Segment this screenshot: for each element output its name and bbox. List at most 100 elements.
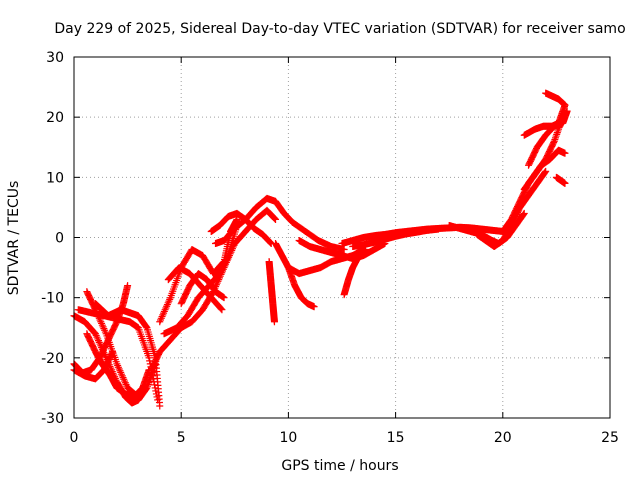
x-tick-label: 5 xyxy=(177,430,186,446)
data-series-t23 xyxy=(473,167,550,251)
data-point xyxy=(117,370,125,378)
data-point xyxy=(554,127,562,135)
data-point xyxy=(96,340,104,348)
data-series-t15 xyxy=(272,240,318,311)
y-axis-label: SDTVAR / TECUs xyxy=(6,181,22,296)
data-point xyxy=(520,210,528,218)
data-point xyxy=(121,377,129,385)
data-point xyxy=(122,380,130,388)
data-point xyxy=(166,295,174,303)
data-series-t25 xyxy=(520,146,569,193)
data-series-t28 xyxy=(542,89,569,109)
x-tick-label: 10 xyxy=(279,430,297,446)
data-point xyxy=(119,374,127,382)
data-point xyxy=(218,306,226,314)
data-point xyxy=(551,136,559,144)
data-point xyxy=(224,253,232,261)
data-point xyxy=(271,215,279,223)
data-point xyxy=(160,307,168,315)
data-series-t12 xyxy=(164,264,226,314)
data-series-t29 xyxy=(552,173,569,187)
y-tick-label: 30 xyxy=(46,50,64,66)
data-point xyxy=(101,328,109,336)
data-point xyxy=(114,363,122,371)
data-point xyxy=(156,318,164,326)
data-point xyxy=(233,215,241,223)
x-tick-label: 15 xyxy=(387,430,405,446)
y-tick-label: -10 xyxy=(41,291,64,307)
data-point xyxy=(272,215,280,223)
data-point xyxy=(95,337,103,345)
data-series-t19 xyxy=(340,246,370,299)
x-axis-label: GPS time / hours xyxy=(281,458,398,474)
data-series-t14 xyxy=(207,209,275,248)
data-point xyxy=(124,282,132,290)
data-point xyxy=(561,101,569,109)
data-point xyxy=(540,169,548,177)
data-series-t21 xyxy=(349,225,442,251)
data-point xyxy=(519,211,527,219)
data-point xyxy=(91,330,99,338)
data-series-t7 xyxy=(91,300,164,410)
data-point xyxy=(541,168,549,176)
x-tick-label: 25 xyxy=(601,430,619,446)
data-point xyxy=(217,305,225,313)
chart-title: Day 229 of 2025, Sidereal Day-to-day VTE… xyxy=(54,21,625,37)
y-tick-label: 20 xyxy=(46,110,64,126)
data-point xyxy=(108,349,116,357)
data-point xyxy=(267,239,275,247)
data-point xyxy=(98,321,106,329)
data-series-t6 xyxy=(83,330,153,401)
data-points xyxy=(70,89,571,410)
data-point xyxy=(542,167,550,175)
data-point xyxy=(100,325,108,333)
data-point xyxy=(157,314,165,322)
data-point xyxy=(163,302,171,310)
data-point xyxy=(561,179,569,187)
y-tick-label: -20 xyxy=(41,351,64,367)
data-point xyxy=(310,303,318,311)
axis-ticks: 0 5 10 15 20 25 -30 -20 -10 0 10 20 30 xyxy=(41,50,619,446)
data-point xyxy=(98,319,106,327)
data-point xyxy=(520,209,528,217)
data-point xyxy=(156,402,164,410)
data-point xyxy=(120,375,128,383)
data-point xyxy=(95,338,103,346)
data-point xyxy=(551,134,559,142)
x-tick-label: 20 xyxy=(494,430,512,446)
data-series-t8 xyxy=(147,206,280,374)
data-point xyxy=(434,225,442,233)
data-point xyxy=(160,309,168,317)
data-point xyxy=(101,326,109,334)
data-point xyxy=(270,318,278,326)
data-point xyxy=(113,360,121,368)
data-point xyxy=(162,304,170,312)
data-point xyxy=(115,365,123,373)
data-point xyxy=(99,323,107,331)
data-point xyxy=(553,130,561,138)
data-series-t16 xyxy=(265,258,278,326)
y-tick-label: -30 xyxy=(41,411,64,427)
data-point xyxy=(159,311,167,319)
data-point xyxy=(109,348,117,356)
data-point xyxy=(121,379,129,387)
data-point xyxy=(117,368,125,376)
data-point xyxy=(161,306,169,314)
data-series-t11 xyxy=(177,270,228,308)
data-point xyxy=(158,313,166,321)
data-point xyxy=(145,354,153,362)
data-point xyxy=(157,316,165,324)
data-point xyxy=(97,318,105,326)
data-point xyxy=(142,323,150,331)
x-tick-label: 0 xyxy=(70,430,79,446)
data-point xyxy=(216,304,224,312)
data-point xyxy=(93,333,101,341)
data-point xyxy=(550,137,558,145)
data-point xyxy=(114,362,122,370)
data-point xyxy=(340,246,348,254)
data-point xyxy=(163,301,171,309)
data-point xyxy=(164,299,172,307)
data-series-t18 xyxy=(295,237,389,263)
data-point xyxy=(266,238,274,246)
